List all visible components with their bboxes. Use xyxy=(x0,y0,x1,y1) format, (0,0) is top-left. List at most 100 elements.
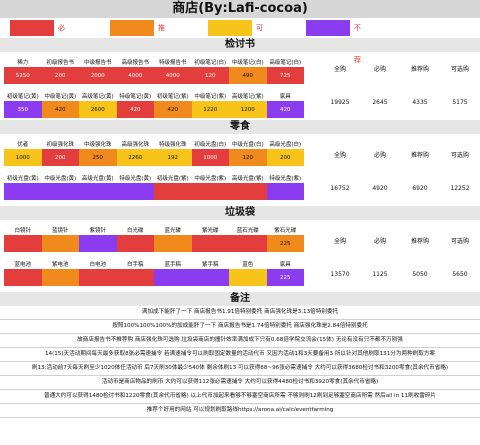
cell-label: 蓝镜针 xyxy=(41,224,79,235)
label-row: 优者 初级强化珠 中级强化珠 高级强化珠 特级强化珠 初级光盘(白) 中级光盘(… xyxy=(4,138,304,149)
cell-value xyxy=(4,235,42,252)
summary-value: 2645 xyxy=(372,99,388,106)
cell-label: 高级报告书 xyxy=(116,56,154,67)
cell-value xyxy=(229,269,267,286)
cell-value: 420 xyxy=(154,101,192,118)
cell-value: 4000 xyxy=(116,67,154,84)
cell-label: 蓝电池 xyxy=(4,258,42,269)
cell-label: 中级光盘(黄) xyxy=(41,172,79,183)
section-title: 零食 xyxy=(0,120,480,134)
summary-header: 全购 xyxy=(333,238,346,245)
legend-swatch xyxy=(208,20,252,36)
cell-value: 200 xyxy=(41,149,79,166)
cell-value xyxy=(4,269,42,286)
cell-label: 高级笔记(黄) xyxy=(79,90,117,101)
cell-value xyxy=(266,183,304,200)
cell-label: 蓝光碟 xyxy=(154,224,192,235)
summary-value: 4920 xyxy=(372,185,388,192)
summary-value: 5175 xyxy=(452,99,468,106)
summary-value: 5050 xyxy=(412,271,428,278)
legend-swatch xyxy=(306,20,350,36)
cell-value: 1000 xyxy=(4,149,42,166)
cell-label: 蓝石光碟 xyxy=(229,224,267,235)
cell-value: 4000 xyxy=(154,67,192,84)
cell-label: 高级强化珠 xyxy=(116,138,154,149)
page-title: 商店(By:Lafi-cocoa) xyxy=(0,0,480,18)
summary-value: 12252 xyxy=(450,185,470,192)
cell-value xyxy=(154,269,192,286)
cell-label: 特级报告书 xyxy=(154,56,192,67)
summary-values: 16752 4920 6920 12252 xyxy=(320,185,480,192)
note-line: 刷13:活动前7天每天刷至少1020体任活动币 后7天刷30体最少540体 剩余… xyxy=(0,362,480,376)
section-title: 检讨书 xyxy=(0,38,480,52)
summary-header: 必购 xyxy=(373,66,386,73)
cell-label: 白电池 xyxy=(79,258,117,269)
cell-value: 2600 xyxy=(79,101,117,118)
cell-value: 490 xyxy=(229,67,267,84)
cell-value: 420 xyxy=(266,101,304,118)
cell-value xyxy=(154,183,192,200)
cell-label: 中级光盘(白) xyxy=(229,138,267,149)
cell-label: 紫电池 xyxy=(41,258,79,269)
cell-label: 白镜针 xyxy=(4,224,42,235)
cell-label: 初级笔记(紫) xyxy=(154,90,192,101)
cell-value xyxy=(191,183,229,200)
cell-label: 初级笔记(白) xyxy=(191,56,229,67)
cell-value xyxy=(41,235,79,252)
cell-label: 高级笔记(紫) xyxy=(229,90,267,101)
cell-label: 中级笔记(白) xyxy=(229,56,267,67)
value-row: 1000 200 250 2260 192 1000 120 200 xyxy=(4,149,304,166)
cell-value: 350 xyxy=(4,101,42,118)
cell-label: 高级光盘(紫) xyxy=(229,172,267,183)
cell-value: 192 xyxy=(154,149,192,166)
summary-header: 可选购 xyxy=(450,152,469,159)
cell-value: 120 xyxy=(229,149,267,166)
cell-label: 初级笔记(黄) xyxy=(4,90,42,101)
cell-label: 白手稿 xyxy=(116,258,154,269)
cell-label: 特级强化珠 xyxy=(154,138,192,149)
label-row: 初级光盘(黄) 中级光盘(黄) 高级光盘(黄) 特级光盘(黄) 初级光盘(紫) … xyxy=(4,172,304,183)
notes-title: 备注 xyxy=(0,292,480,306)
section-grid: 稀力 初级报告书 中级报告书 高级报告书 特级报告书 初级笔记(白) 中级笔记(… xyxy=(4,56,304,118)
summary-header: 推荐购 xyxy=(410,66,429,73)
note-line: 故商店报告书不推荐购 商店强化珠可选购 垃圾袋商店的撞针效率满加成下只有0.68… xyxy=(0,334,480,348)
summary-header: 必购 xyxy=(373,238,386,245)
cell-label: 紫手稿 xyxy=(191,258,229,269)
cell-value xyxy=(79,183,117,200)
cell-label: 初级光盘(白) xyxy=(191,138,229,149)
cell-value: 2260 xyxy=(116,149,154,166)
cell-value: 420 xyxy=(116,101,154,118)
summary-header: 全购 xyxy=(333,152,346,159)
summary: 全购 必购 推荐购 可选购 16752 4920 6920 12252 xyxy=(320,150,480,192)
value-row: 225 xyxy=(4,235,304,252)
cell-label: 稀力 xyxy=(4,56,42,67)
summary-value: 13570 xyxy=(330,271,350,278)
label-row: 白镜针 蓝镜针 紫镜针 白光碟 蓝光碟 紫光碟 蓝石光碟 紫石光碟 xyxy=(4,224,304,235)
cell-value xyxy=(229,183,267,200)
cell-value: 120 xyxy=(191,67,229,84)
cell-label: 白光碟 xyxy=(116,224,154,235)
summary-header: 可选购 xyxy=(450,66,469,73)
label-row: 稀力 初级报告书 中级报告书 高级报告书 特级报告书 初级笔记(白) 中级笔记(… xyxy=(4,56,304,67)
cell-label: 初级报告书 xyxy=(41,56,79,67)
cell-value xyxy=(4,183,42,200)
cell-value: 725 xyxy=(266,67,304,84)
summary-header: 推荐购 xyxy=(410,238,429,245)
cell-value: 225 xyxy=(266,235,304,252)
cell-label: 家具 xyxy=(266,90,304,101)
summary-value: 16752 xyxy=(330,185,350,192)
cell-value xyxy=(41,269,79,286)
cell-label: 初级强化珠 xyxy=(41,138,79,149)
note-line[interactable]: 推荐个好用的网站 可以规划刷取路线https://arona.ai/calc/e… xyxy=(0,404,480,418)
cell-value: 1220 xyxy=(191,101,229,118)
cell-label: 蓝色 xyxy=(229,258,267,269)
cell-value xyxy=(191,235,229,252)
summary-header: 可选购 xyxy=(450,238,469,245)
section-title: 垃圾袋 xyxy=(0,206,480,220)
cell-label: 特级笔记(黄) xyxy=(116,90,154,101)
summary: 全购 必购 推荐购 可选购 13570 1125 5050 5650 xyxy=(320,236,480,278)
summary: 全购 必购 推荐购 可选购 19925 2645 4335 5175 xyxy=(320,64,480,106)
cell-value xyxy=(229,235,267,252)
cell-label: 特级光盘(黄) xyxy=(116,172,154,183)
